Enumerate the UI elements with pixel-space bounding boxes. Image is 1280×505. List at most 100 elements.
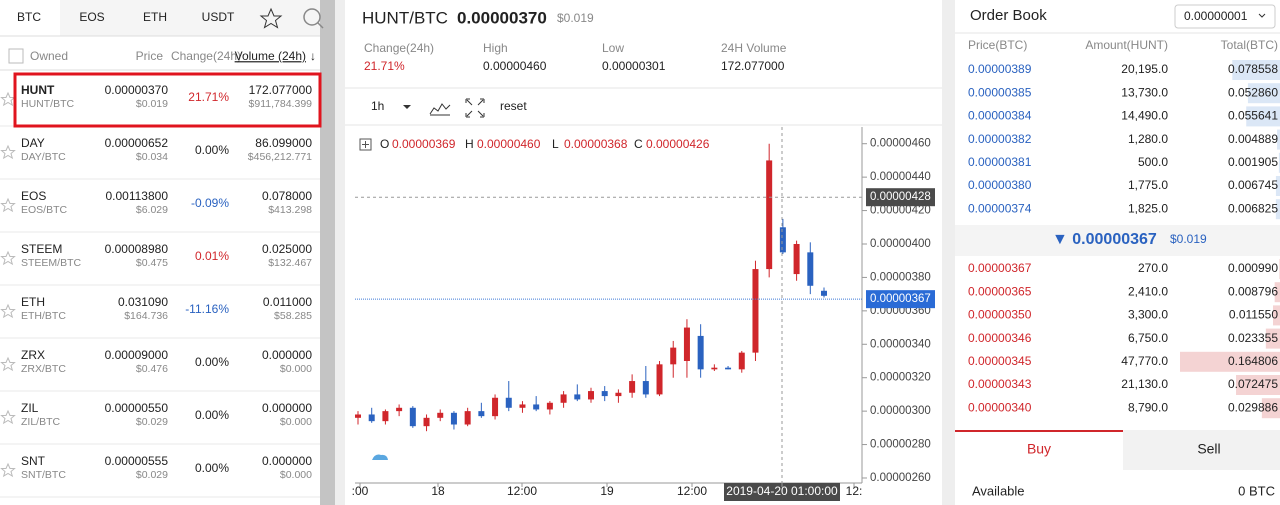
market-tab[interactable]: USDT <box>202 10 235 24</box>
order-price[interactable]: 0.00000365 <box>968 284 1032 298</box>
order-price[interactable]: 0.00000350 <box>968 308 1032 322</box>
ohlc-value: 0.00000369 <box>392 137 456 151</box>
order-amount: 1,775.0 <box>1128 178 1168 192</box>
y-tick-label: 0.00000260 <box>870 472 931 484</box>
order-price[interactable]: 0.00000340 <box>968 400 1032 414</box>
scrollbar[interactable] <box>320 0 335 505</box>
order-price[interactable]: 0.00000385 <box>968 85 1032 99</box>
order-amount: 6,750.0 <box>1128 331 1168 345</box>
order-price[interactable]: 0.00000381 <box>968 155 1032 169</box>
legend-toggle[interactable] <box>359 138 372 151</box>
order-price[interactable]: 0.00000346 <box>968 331 1032 345</box>
market-symbol[interactable]: ZRX <box>21 348 45 362</box>
order-total: 0.164806 <box>1228 354 1278 368</box>
order-price[interactable]: 0.00000380 <box>968 178 1032 192</box>
order-total: 0.001905 <box>1228 155 1278 169</box>
candle-body <box>533 404 540 410</box>
order-price[interactable]: 0.00000343 <box>968 377 1032 391</box>
order-price[interactable]: 0.00000374 <box>968 201 1032 215</box>
y-tick-label: 0.00000420 <box>870 205 931 217</box>
candle-body <box>683 327 690 361</box>
market-tab[interactable]: EOS <box>79 10 104 24</box>
depth-bar <box>1275 199 1280 220</box>
favorites-tab[interactable] <box>259 7 283 29</box>
order-total: 0.023355 <box>1228 331 1278 345</box>
candle-body <box>546 402 553 410</box>
market-pair: ETH/BTC <box>21 310 66 322</box>
x-tick-label: :00 <box>352 484 369 498</box>
pair-price: 0.00000370 <box>457 8 547 27</box>
candle-body <box>519 404 526 408</box>
buy-tab[interactable] <box>955 430 1123 470</box>
change-header[interactable]: Change(24h) <box>171 49 241 63</box>
candle-body <box>779 227 786 253</box>
stat-label: 24H Volume <box>721 41 787 55</box>
precision-select[interactable] <box>1174 4 1276 29</box>
x-tick-label: 18 <box>431 484 445 498</box>
market-volume-usd: $0.000 <box>280 469 312 481</box>
fullscreen-icon[interactable] <box>465 98 485 118</box>
order-book-header: Amount(HUNT) <box>1085 38 1168 52</box>
crosshair-price: 0.00000428 <box>870 191 931 203</box>
legend-toggle <box>362 141 369 148</box>
x-tick-label: 2019-04-20 01:00:00 <box>726 484 838 498</box>
order-price[interactable]: 0.00000367 <box>968 261 1032 275</box>
owned-label: Owned <box>30 49 68 63</box>
depth-bar <box>1272 305 1280 326</box>
order-total: 0.029886 <box>1228 400 1278 414</box>
order-price[interactable]: 0.00000382 <box>968 132 1032 146</box>
order-total: 0.052860 <box>1228 85 1278 99</box>
sell-tab-label[interactable]: Sell <box>1197 441 1220 457</box>
favorite-star[interactable] <box>0 303 16 319</box>
indicator-icon[interactable] <box>429 103 451 116</box>
order-price[interactable]: 0.00000384 <box>968 109 1032 123</box>
favorite-star[interactable] <box>0 197 16 213</box>
y-tick-label: 0.00000380 <box>870 271 931 283</box>
interval[interactable]: 1h <box>371 99 384 113</box>
favorite-star[interactable] <box>0 356 16 372</box>
volume-header[interactable]: Volume (24h) <box>235 49 306 63</box>
favorite-star[interactable] <box>0 250 16 266</box>
active-tab[interactable] <box>0 0 60 36</box>
market-price-usd: $0.019 <box>136 98 168 110</box>
favorite-star[interactable] <box>0 144 16 160</box>
market-tab[interactable]: BTC <box>17 10 41 24</box>
market-price: 0.00113800 <box>105 189 168 203</box>
candle-body <box>656 364 663 395</box>
candle-body <box>588 391 594 400</box>
stat-value: 172.077000 <box>721 59 785 73</box>
market-volume-usd: $911,784.399 <box>249 98 313 110</box>
crosshair-price-box <box>866 188 935 207</box>
favorite-star[interactable] <box>0 91 16 107</box>
price-header[interactable]: Price <box>136 49 164 63</box>
market-symbol[interactable]: STEEM <box>21 242 62 256</box>
sell-tab[interactable] <box>1123 430 1280 470</box>
market-symbol[interactable]: SNT <box>21 454 46 468</box>
y-tick-label: 0.00000300 <box>870 405 931 417</box>
checkbox[interactable] <box>8 48 24 64</box>
market-symbol[interactable]: DAY <box>21 136 45 150</box>
order-total: 0.072475 <box>1228 377 1278 391</box>
search-icon[interactable] <box>303 8 321 26</box>
market-symbol[interactable]: ETH <box>21 295 45 309</box>
favorite-star[interactable] <box>0 462 16 478</box>
market-symbol[interactable]: HUNT <box>21 83 55 97</box>
order-amount: 20,195.0 <box>1121 62 1168 76</box>
candle-body <box>629 381 636 393</box>
market-symbol[interactable]: ZIL <box>21 401 39 415</box>
market-change: 0.00% <box>195 355 229 369</box>
candle-body <box>738 352 745 370</box>
order-price[interactable]: 0.00000345 <box>968 354 1032 368</box>
order-price[interactable]: 0.00000389 <box>968 62 1032 76</box>
interval-caret[interactable] <box>403 105 411 109</box>
market-tab[interactable]: ETH <box>143 10 167 24</box>
market-symbol[interactable]: EOS <box>21 189 46 203</box>
buy-tab-label[interactable]: Buy <box>1027 441 1051 457</box>
market-volume: 0.011000 <box>263 295 312 309</box>
ohlc-value: 0.00000426 <box>646 137 710 151</box>
order-total: 0.000990 <box>1228 261 1278 275</box>
reset-button[interactable]: reset <box>500 99 527 113</box>
depth-bar <box>1236 375 1280 395</box>
market-price: 0.00000555 <box>105 454 169 468</box>
favorite-star[interactable] <box>0 409 16 425</box>
